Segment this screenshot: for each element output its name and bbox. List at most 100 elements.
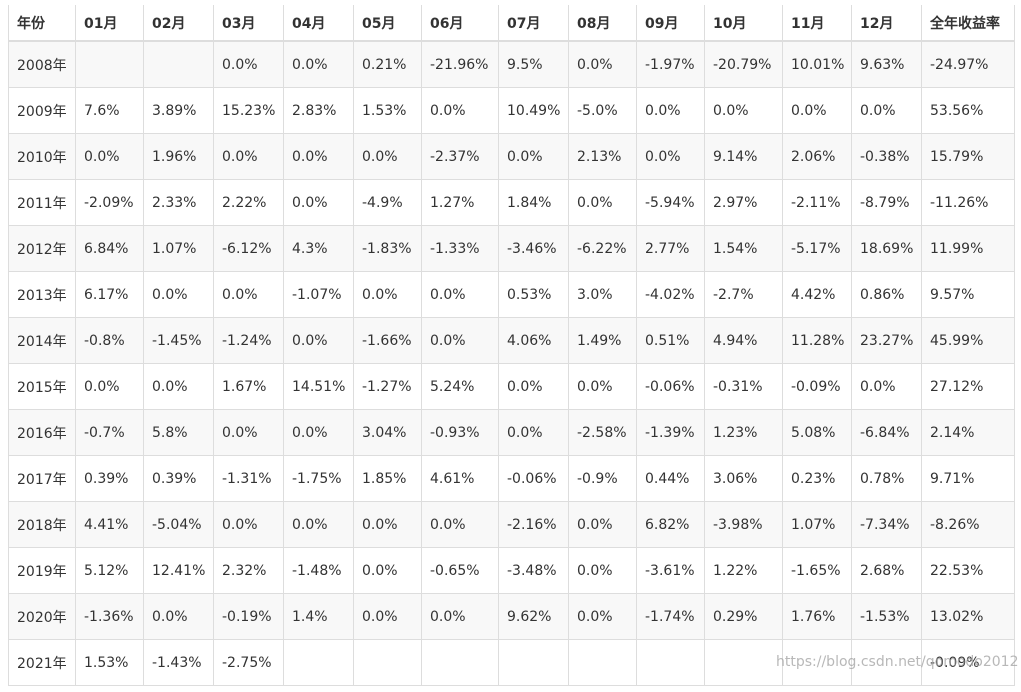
return-cell: 1.07% — [143, 225, 214, 272]
return-cell: 3.89% — [143, 87, 214, 134]
return-cell: -21.96% — [421, 40, 499, 88]
return-cell: 2.06% — [782, 133, 852, 180]
return-cell: 2.77% — [636, 225, 705, 272]
return-cell: -8.26% — [921, 501, 1015, 548]
column-header: 04月 — [283, 5, 354, 42]
return-cell: 0.0% — [568, 501, 637, 548]
return-cell: 10.49% — [498, 87, 569, 134]
return-cell: -3.98% — [704, 501, 783, 548]
year-cell: 2011年 — [8, 179, 76, 226]
return-cell: 0.0% — [213, 133, 284, 180]
return-cell — [283, 639, 354, 686]
table-row: 2014年 -0.8% -1.45% -1.24% 0.0% -1.66% 0.0% 4.06… — [8, 317, 1015, 364]
table-row: 2013年 6.17% 0.0% 0.0% -1.07% 0.0% 0.0% 0.53% 3.0… — [8, 271, 1015, 318]
return-cell: 45.99% — [921, 317, 1015, 364]
return-cell: -1.97% — [636, 40, 705, 88]
return-cell: 0.0% — [353, 593, 422, 640]
return-cell: 0.0% — [421, 87, 499, 134]
return-cell: 0.0% — [498, 409, 569, 456]
return-cell: 53.56% — [921, 87, 1015, 134]
return-cell: 0.0% — [568, 593, 637, 640]
column-header: 12月 — [851, 5, 922, 42]
return-cell: 0.0% — [851, 363, 922, 410]
return-cell: 0.0% — [75, 133, 144, 180]
return-cell: 6.84% — [75, 225, 144, 272]
return-cell — [568, 639, 637, 686]
return-cell: 5.8% — [143, 409, 214, 456]
return-cell: -0.38% — [851, 133, 922, 180]
return-cell: 0.78% — [851, 455, 922, 502]
table-row: 2012年 6.84% 1.07% -6.12% 4.3% -1.83% -1.33% -3.… — [8, 225, 1015, 272]
return-cell: 13.02% — [921, 593, 1015, 640]
return-cell: 0.0% — [283, 409, 354, 456]
return-cell: -1.75% — [283, 455, 354, 502]
return-cell — [851, 639, 922, 686]
return-cell: 12.41% — [143, 547, 214, 594]
return-cell: -2.16% — [498, 501, 569, 548]
return-cell: 1.4% — [283, 593, 354, 640]
return-cell: 3.0% — [568, 271, 637, 318]
return-cell: 4.61% — [421, 455, 499, 502]
return-cell: 0.0% — [498, 133, 569, 180]
return-cell: 0.51% — [636, 317, 705, 364]
return-cell: -1.74% — [636, 593, 705, 640]
return-cell: 9.71% — [921, 455, 1015, 502]
column-header: 01月 — [75, 5, 144, 42]
year-cell: 2021年 — [8, 639, 76, 686]
return-cell: 0.0% — [283, 40, 354, 88]
return-cell: 0.0% — [704, 87, 783, 134]
return-cell — [704, 639, 783, 686]
return-cell: -1.43% — [143, 639, 214, 686]
return-cell: 9.62% — [498, 593, 569, 640]
return-cell: 0.0% — [283, 133, 354, 180]
table-row: 2020年 -1.36% 0.0% -0.19% 1.4% 0.0% 0.0% 9.62% 0.… — [8, 593, 1015, 640]
return-cell: 22.53% — [921, 547, 1015, 594]
return-cell: 2.33% — [143, 179, 214, 226]
return-cell: 10.01% — [782, 40, 852, 88]
return-cell: 2.13% — [568, 133, 637, 180]
return-cell: -0.06% — [498, 455, 569, 502]
return-cell: 1.67% — [213, 363, 284, 410]
column-header: 09月 — [636, 5, 705, 42]
return-cell: 23.27% — [851, 317, 922, 364]
return-cell: -0.09% — [782, 363, 852, 410]
return-cell: 0.0% — [636, 87, 705, 134]
return-cell: 1.53% — [353, 87, 422, 134]
table-row: 2019年 5.12% 12.41% 2.32% -1.48% 0.0% -0.65% -3.… — [8, 547, 1015, 594]
year-cell: 2020年 — [8, 593, 76, 640]
column-header: 11月 — [782, 5, 852, 42]
return-cell: -1.65% — [782, 547, 852, 594]
header-row: 年份 01月 02月 03月 04月 05月 06月 07月 08月 09月 10月 11月 12月 全年… — [8, 5, 1015, 42]
return-cell: -0.93% — [421, 409, 499, 456]
year-cell: 2013年 — [8, 271, 76, 318]
return-cell: 1.54% — [704, 225, 783, 272]
year-cell: 2018年 — [8, 501, 76, 548]
return-cell: 1.23% — [704, 409, 783, 456]
return-cell: -1.31% — [213, 455, 284, 502]
return-cell: 0.0% — [636, 133, 705, 180]
return-cell — [75, 40, 144, 88]
return-cell: 9.5% — [498, 40, 569, 88]
return-cell: -2.11% — [782, 179, 852, 226]
return-cell: 0.0% — [213, 271, 284, 318]
column-header: 年份 — [8, 5, 76, 42]
return-cell: 0.0% — [283, 179, 354, 226]
return-cell: -0.31% — [704, 363, 783, 410]
return-cell: 2.22% — [213, 179, 284, 226]
return-cell: -6.12% — [213, 225, 284, 272]
return-cell: 2.32% — [213, 547, 284, 594]
column-header: 全年收益率 — [921, 5, 1015, 42]
return-cell: -0.8% — [75, 317, 144, 364]
return-cell: 0.39% — [143, 455, 214, 502]
return-cell: 4.94% — [704, 317, 783, 364]
table-row: 2018年 4.41% -5.04% 0.0% 0.0% 0.0% 0.0% -2.16% 0.… — [8, 501, 1015, 548]
return-cell: -11.26% — [921, 179, 1015, 226]
return-cell: 7.6% — [75, 87, 144, 134]
return-cell: 1.22% — [704, 547, 783, 594]
return-cell: 0.0% — [75, 363, 144, 410]
return-cell: -4.9% — [353, 179, 422, 226]
return-cell: 9.14% — [704, 133, 783, 180]
return-cell: 1.84% — [498, 179, 569, 226]
return-cell: -2.09% — [75, 179, 144, 226]
year-cell: 2014年 — [8, 317, 76, 364]
